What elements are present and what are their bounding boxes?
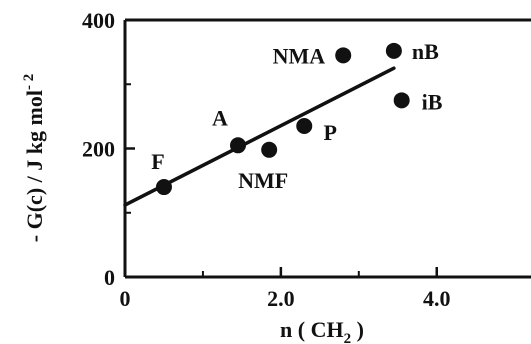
data-point-label-nma: NMA: [273, 43, 326, 68]
x-tick-label: 2.0: [267, 286, 295, 311]
y-tick-label: 200: [82, 137, 115, 162]
ticks: 0 200 400 0 2.0 4.0: [82, 8, 450, 311]
data-point-ib: [393, 92, 410, 109]
x-tick-label: 4.0: [423, 286, 451, 311]
data-point-a: [230, 137, 247, 154]
x-axis-label: n ( CH2 ): [280, 317, 364, 344]
y-axis-label-superscript: - 2: [21, 74, 37, 90]
data-point-label-nb: nB: [412, 39, 439, 64]
data-point-label-nmf: NMF: [238, 168, 288, 193]
data-point-label-f: F: [151, 149, 164, 174]
y-axis-label: - G(c) / J kg mol- 2: [21, 74, 47, 242]
data-points: [155, 42, 410, 196]
data-point-p: [296, 118, 313, 135]
data-point-label-a: A: [212, 105, 228, 130]
x-tick-label: 0: [120, 286, 131, 311]
data-point-label-ib: iB: [422, 89, 443, 114]
y-tick-label: 0: [104, 265, 115, 290]
data-point-nb: [385, 42, 402, 59]
data-point-nma: [335, 47, 352, 64]
point-labels: F A NMF P NMA nB iB: [151, 39, 443, 193]
data-point-f: [155, 179, 172, 196]
data-point-label-p: P: [324, 120, 337, 145]
axes: [123, 18, 531, 279]
x-axis-label-subscript: 2: [344, 331, 352, 344]
data-point-nmf: [261, 141, 278, 158]
y-tick-label: 400: [82, 8, 115, 33]
